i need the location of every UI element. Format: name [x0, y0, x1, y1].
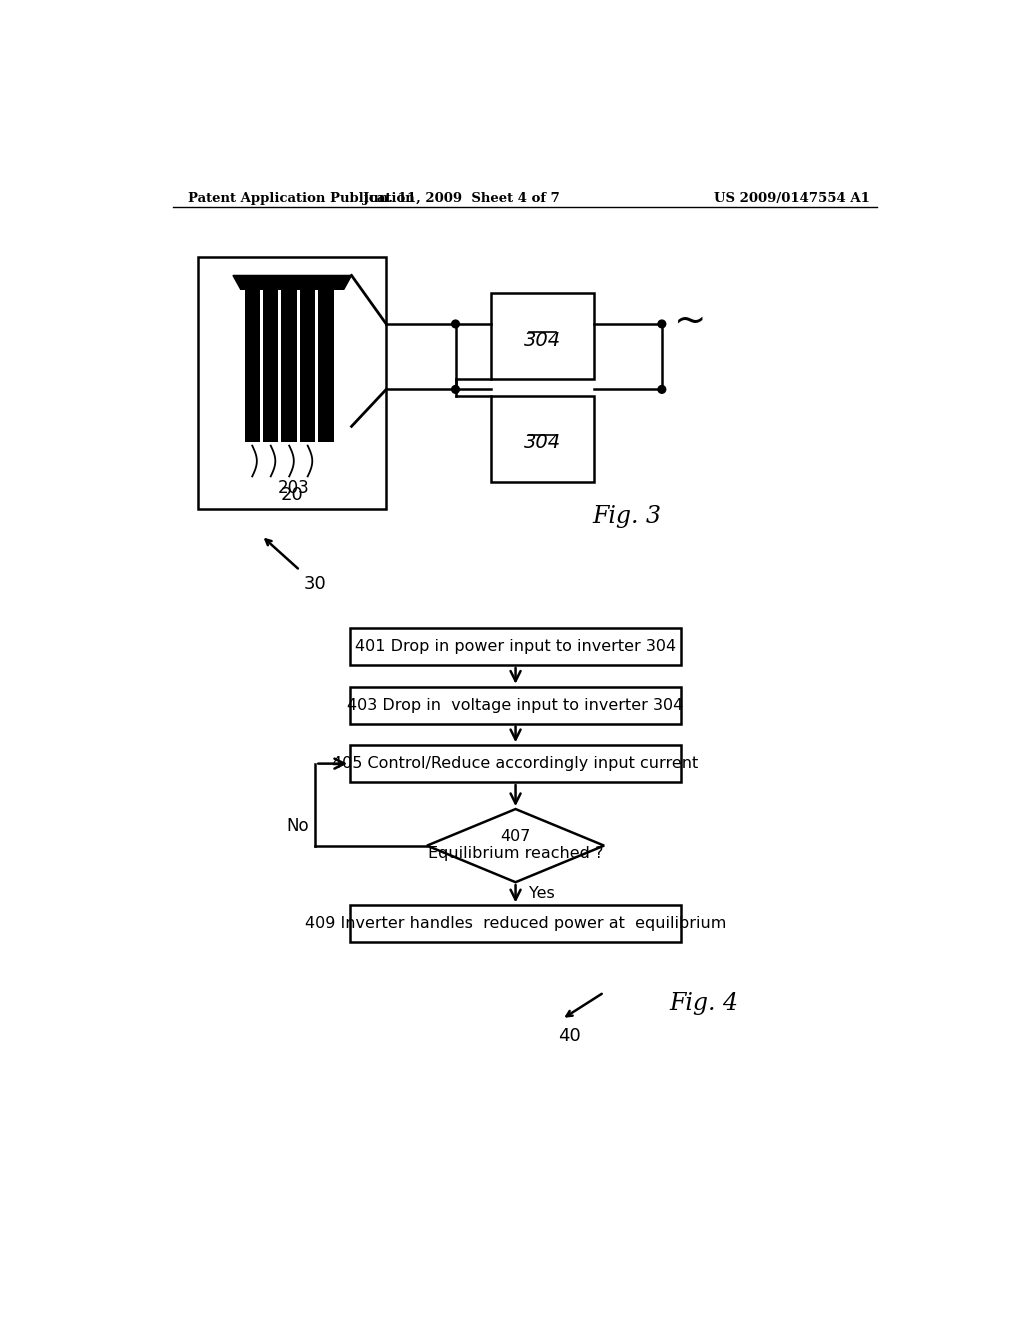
Text: 407: 407	[501, 829, 530, 843]
Bar	[490, 396, 594, 482]
Bar	[300, 276, 315, 442]
Text: 401 Drop in power input to inverter 304: 401 Drop in power input to inverter 304	[355, 639, 676, 655]
Circle shape	[658, 385, 666, 393]
Circle shape	[452, 385, 460, 393]
Bar	[199, 257, 386, 508]
Polygon shape	[233, 276, 351, 289]
Text: Jun. 11, 2009  Sheet 4 of 7: Jun. 11, 2009 Sheet 4 of 7	[364, 191, 560, 205]
Text: 403 Drop in  voltage input to inverter 304: 403 Drop in voltage input to inverter 30…	[347, 697, 684, 713]
Circle shape	[658, 321, 666, 327]
Text: 203: 203	[278, 479, 309, 496]
Text: Equilibrium reached ?: Equilibrium reached ?	[428, 846, 603, 861]
Text: Fig. 4: Fig. 4	[670, 993, 738, 1015]
Polygon shape	[427, 809, 604, 882]
Text: Fig. 3: Fig. 3	[593, 506, 662, 528]
Text: 30: 30	[304, 576, 327, 593]
Text: Yes: Yes	[529, 886, 555, 902]
Bar	[263, 276, 279, 442]
Bar	[245, 276, 260, 442]
Text: 409 Inverter handles  reduced power at  equilibrium: 409 Inverter handles reduced power at eq…	[305, 916, 726, 932]
Text: ~: ~	[674, 301, 706, 339]
Bar	[318, 276, 334, 442]
Text: 20: 20	[281, 486, 304, 504]
Bar	[350, 744, 681, 781]
Bar	[350, 906, 681, 942]
Text: No: No	[287, 817, 309, 836]
Bar	[350, 686, 681, 723]
Bar	[490, 293, 594, 379]
Text: Patent Application Publication: Patent Application Publication	[188, 191, 415, 205]
Bar	[282, 276, 297, 442]
Text: 304: 304	[524, 330, 561, 350]
Text: 405 Control/Reduce accordingly input current: 405 Control/Reduce accordingly input cur…	[333, 756, 698, 771]
Text: 304: 304	[524, 433, 561, 451]
Circle shape	[452, 321, 460, 327]
Text: 40: 40	[558, 1027, 581, 1045]
Bar	[350, 628, 681, 665]
Text: US 2009/0147554 A1: US 2009/0147554 A1	[714, 191, 869, 205]
